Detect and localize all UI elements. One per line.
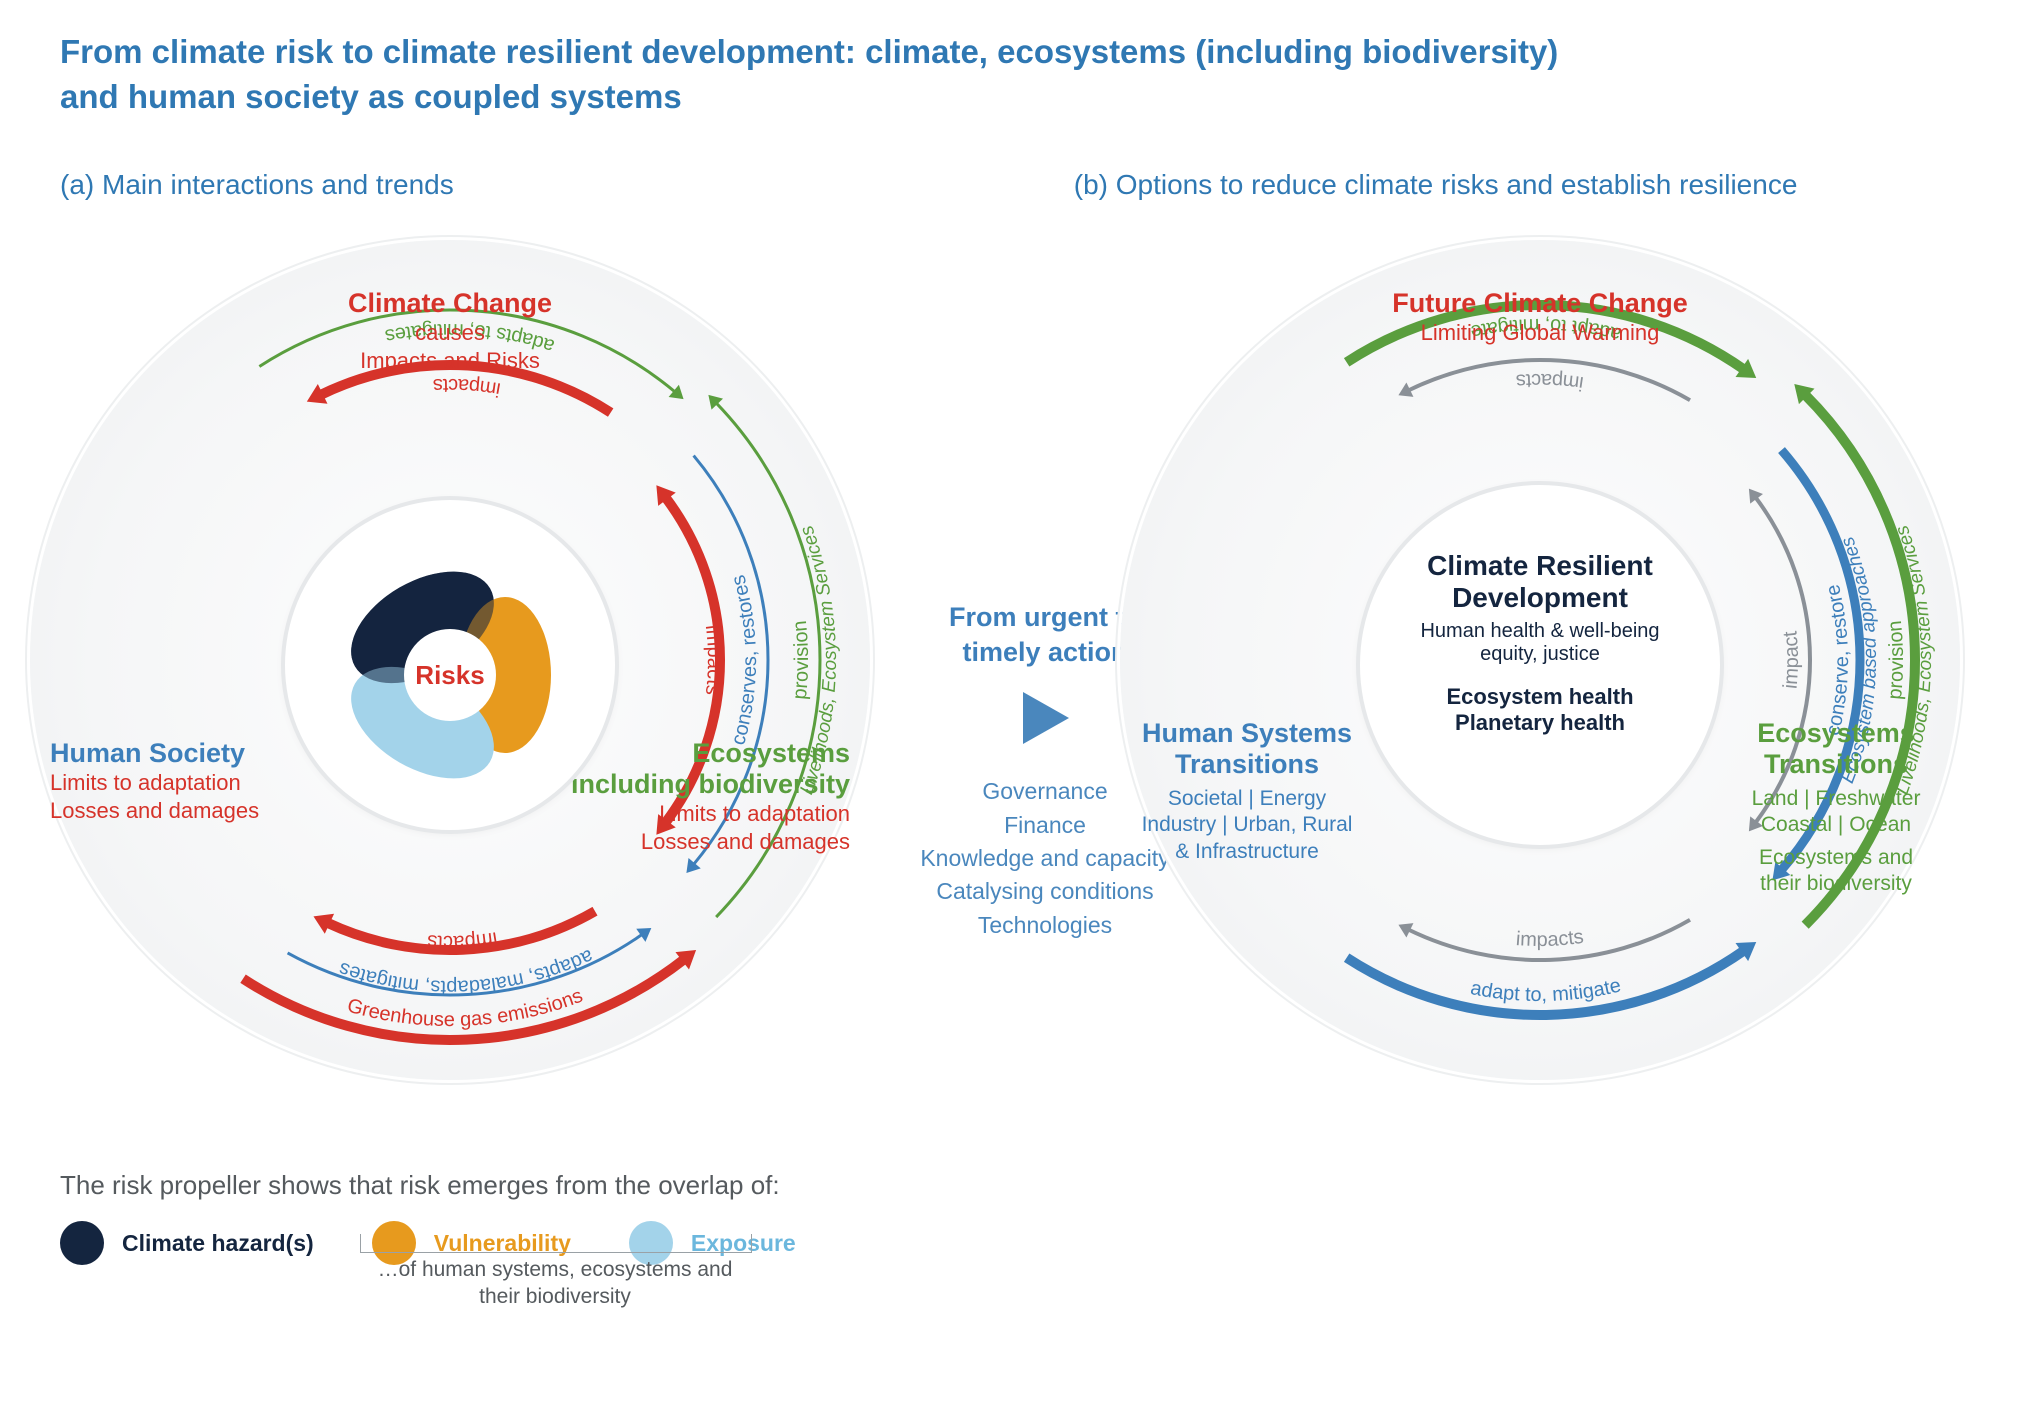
main-title: From climate risk to climate resilient d… — [60, 30, 1983, 119]
legend-sub: …of human systems, ecosystems and their … — [360, 1256, 750, 1311]
legend-swatch-hazard — [60, 1221, 104, 1265]
play-triangle-icon — [1015, 688, 1075, 748]
svg-text:impacts: impacts — [432, 374, 502, 400]
panels-wrap: Greenhouse gas emissionsadapts, maladapt… — [60, 230, 1900, 1100]
panel-b-left-sub2: Industry | Urban, Rural — [1102, 812, 1392, 838]
panel-b-right-node: Ecosystems Transitions Land | Freshwater… — [1706, 718, 1966, 897]
panel-b-inner-circle: Climate Resilient Development Human heal… — [1360, 485, 1720, 845]
title-line-1: From climate risk to climate resilient d… — [60, 33, 1558, 70]
panel-b-left-title: Human Systems — [1102, 718, 1392, 749]
panel-b-right-sub1: Land | Freshwater — [1706, 786, 1966, 812]
legend-block: The risk propeller shows that risk emerg… — [60, 1170, 960, 1265]
panel-b-left-node: Human Systems Transitions Societal | Ene… — [1102, 718, 1392, 865]
panel-a-left-sub2: Losses and damages — [50, 797, 310, 825]
panel-b-top-node: Future Climate Change Limiting Global Wa… — [1120, 288, 1960, 347]
panel-b-left-sub3: & Infrastructure — [1102, 839, 1392, 865]
panel-b-left-sub1: Societal | Energy — [1102, 786, 1392, 812]
panel-a-title: (a) Main interactions and trends — [60, 169, 454, 201]
svg-text:impacts: impacts — [427, 927, 500, 953]
panel-a-left-sub1: Limits to adaptation — [50, 769, 310, 797]
svg-text:conserves, restores: conserves, restores — [727, 573, 761, 748]
panel-a-right-sub2: Losses and damages — [550, 828, 850, 856]
svg-text:conserve, restore: conserve, restore — [1822, 582, 1853, 737]
svg-text:provision: provision — [789, 620, 813, 701]
panel-b-right-sub2: Coastal | Ocean — [1706, 812, 1966, 838]
svg-text:impacts: impacts — [701, 623, 725, 696]
panel-b-top-sub1: Limiting Global Warming — [1120, 319, 1960, 347]
panel-b-title: (b) Options to reduce climate risks and … — [1074, 169, 1798, 201]
panel-b-center-bold1: Ecosystem health — [1380, 684, 1700, 710]
panel-b-right-title2: Transitions — [1706, 749, 1966, 780]
panel-a-left-title: Human Society — [50, 738, 310, 769]
svg-text:impacts: impacts — [1515, 369, 1585, 394]
panel-a-top-title: Climate Change — [30, 288, 870, 319]
panel-a-circle: Greenhouse gas emissionsadapts, maladapt… — [30, 240, 870, 1080]
panel-b-center-title: Climate Resilient Development — [1380, 550, 1700, 614]
panel-b-circle: adapt to, mitigateimpactsadapt to, mitig… — [1120, 240, 1960, 1080]
panel-b-right-sub4: their biodiversity — [1706, 871, 1966, 897]
panel-a-top-sub1: causes — [30, 319, 870, 347]
title-line-2: and human society as coupled systems — [60, 78, 682, 115]
svg-text:impact: impact — [1779, 630, 1803, 690]
panel-a-inner-circle: Risks — [285, 500, 615, 830]
panel-b-top-title: Future Climate Change — [1120, 288, 1960, 319]
panel-b-right-title: Ecosystems — [1706, 718, 1966, 749]
panel-b-center-block: Climate Resilient Development Human heal… — [1380, 550, 1700, 736]
panel-b-left-title2: Transitions — [1102, 749, 1392, 780]
panel-a-center-label: Risks — [285, 660, 615, 691]
panel-b-right-sub3: Ecosystems and — [1706, 845, 1966, 871]
legend-bracket — [360, 1234, 752, 1253]
panel-b-center-sub2: equity, justice — [1380, 643, 1700, 666]
svg-text:provision: provision — [1884, 620, 1908, 701]
legend-intro: The risk propeller shows that risk emerg… — [60, 1170, 960, 1201]
panel-b-center-bold2: Planetary health — [1380, 710, 1700, 736]
panel-b-center-sub1: Human health & well-being — [1380, 620, 1700, 643]
legend-label-hazard: Climate hazard(s) — [122, 1230, 314, 1257]
svg-text:impacts: impacts — [1515, 926, 1585, 951]
panel-a-top-node: Climate Change causes Impacts and Risks — [30, 288, 870, 374]
panel-a-left-node: Human Society Limits to adaptation Losse… — [50, 738, 310, 824]
svg-text:adapt to, mitigate: adapt to, mitigate — [1469, 974, 1623, 1006]
panel-a-top-sub2: Impacts and Risks — [30, 347, 870, 375]
